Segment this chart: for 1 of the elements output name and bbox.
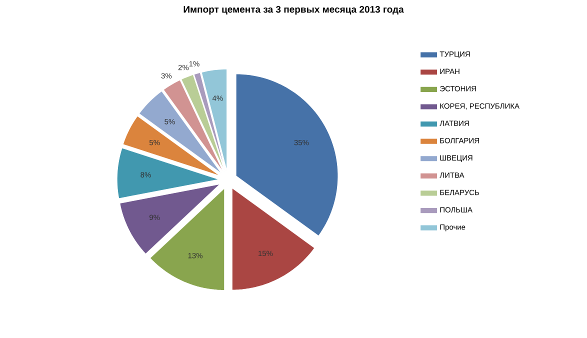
chart-title: Импорт цемента за 3 первых месяца 2013 года	[184, 6, 404, 15]
